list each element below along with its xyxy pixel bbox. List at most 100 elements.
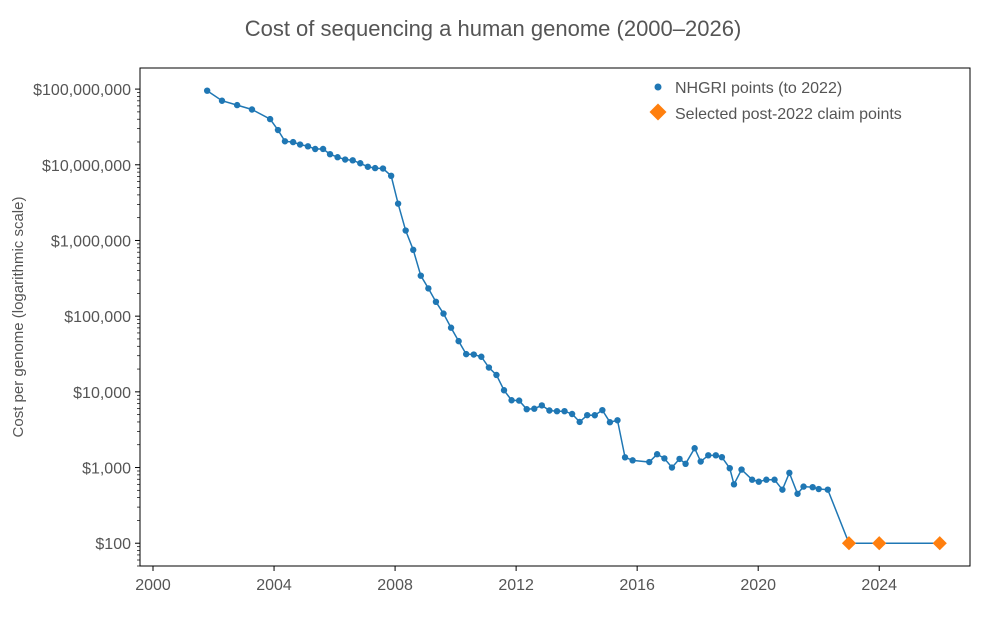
nhgri-data-point xyxy=(809,483,816,491)
nhgri-data-point xyxy=(410,246,417,254)
x-tick-label: 2016 xyxy=(619,577,655,594)
nhgri-data-point xyxy=(379,165,387,172)
nhgri-data-point xyxy=(697,458,704,465)
nhgri-data-point xyxy=(546,407,553,414)
nhgri-data-point xyxy=(218,97,226,104)
legend: NHGRI points (to 2022) Selected post-202… xyxy=(649,80,902,123)
y-tick-label: $100 xyxy=(95,536,131,553)
nhgri-data-point xyxy=(800,483,807,490)
x-tick-label: 2000 xyxy=(135,577,171,594)
nhgri-data-point xyxy=(523,405,530,413)
nhgri-data-point xyxy=(705,452,712,459)
nhgri-data-point xyxy=(606,419,614,426)
nhgri-data-point xyxy=(712,452,720,459)
nhgri-data-point xyxy=(718,453,726,461)
nhgri-data-point xyxy=(470,351,477,358)
nhgri-data-point xyxy=(629,457,636,464)
nhgri-data-point xyxy=(425,285,432,292)
plot-area xyxy=(203,87,947,551)
nhgri-data-point xyxy=(779,486,786,493)
nhgri-data-point xyxy=(682,460,689,468)
nhgri-data-point xyxy=(614,417,621,424)
nhgri-data-point xyxy=(553,407,561,415)
nhgri-data-point xyxy=(334,154,341,161)
y-tick-label: $10,000,000 xyxy=(42,158,131,175)
nhgri-data-point xyxy=(447,324,455,331)
nhgri-data-point xyxy=(402,227,409,234)
nhgri-data-point xyxy=(691,445,698,452)
nhgri-data-point xyxy=(661,455,668,462)
nhgri-data-point xyxy=(500,387,508,394)
nhgri-data-point xyxy=(485,364,493,371)
nhgri-data-point xyxy=(281,138,289,145)
nhgri-data-point xyxy=(394,200,402,207)
nhgri-data-point xyxy=(357,160,364,167)
y-tick-label: $100,000,000 xyxy=(33,82,131,99)
y-tick-label: $1,000 xyxy=(82,461,131,478)
nhgri-data-point xyxy=(748,476,756,483)
nhgri-data-point xyxy=(531,405,538,412)
nhgri-series-line xyxy=(206,90,940,544)
nhgri-data-point xyxy=(274,126,282,134)
nhgri-data-point xyxy=(515,397,523,404)
legend-label-claims: Selected post-2022 claim points xyxy=(675,106,902,123)
nhgri-data-point xyxy=(248,106,256,113)
nhgri-data-point xyxy=(493,371,500,379)
plot-frame xyxy=(139,67,971,567)
nhgri-data-point xyxy=(304,143,312,150)
claim-data-point xyxy=(932,536,947,551)
nhgri-data-point xyxy=(371,164,379,172)
nhgri-data-point xyxy=(349,157,356,164)
y-tick-label: $100,000 xyxy=(64,309,131,326)
legend-marker-nhgri xyxy=(654,83,662,91)
nhgri-data-point xyxy=(326,150,334,158)
nhgri-data-point xyxy=(417,272,425,279)
y-axis-label: Cost per genome (logarithmic scale) xyxy=(10,197,27,438)
nhgri-data-point xyxy=(296,141,304,148)
nhgri-data-point xyxy=(289,138,297,146)
nhgri-data-point xyxy=(668,464,676,471)
nhgri-data-point xyxy=(364,163,372,170)
nhgri-data-point xyxy=(455,337,462,345)
nhgri-data-point xyxy=(203,87,211,94)
nhgri-data-point xyxy=(233,101,241,109)
nhgri-data-point xyxy=(771,476,778,483)
legend-marker-claims xyxy=(649,103,667,121)
y-tick-label: $10,000 xyxy=(73,385,131,402)
nhgri-data-point xyxy=(561,407,568,415)
nhgri-data-point xyxy=(478,353,485,360)
nhgri-data-point xyxy=(726,464,733,472)
nhgri-data-point xyxy=(508,397,515,404)
chart-title: Cost of sequencing a human genome (2000–… xyxy=(245,16,742,41)
nhgri-data-point xyxy=(319,145,327,153)
nhgri-data-point xyxy=(591,412,598,419)
y-tick-label: $1,000,000 xyxy=(51,233,131,250)
nhgri-data-point xyxy=(568,410,576,418)
nhgri-data-point xyxy=(599,406,606,414)
nhgri-data-point xyxy=(341,156,349,163)
nhgri-data-point xyxy=(440,310,447,317)
nhgri-data-point xyxy=(786,469,793,477)
nhgri-data-point xyxy=(794,490,801,497)
nhgri-data-point xyxy=(432,298,440,306)
nhgri-data-point xyxy=(815,485,822,493)
claim-data-point xyxy=(841,536,857,551)
x-tick-label: 2004 xyxy=(256,577,292,594)
nhgri-data-point xyxy=(653,451,661,458)
nhgri-data-point xyxy=(621,454,629,461)
x-tick-label: 2008 xyxy=(377,577,413,594)
x-tick-label: 2012 xyxy=(498,577,534,594)
nhgri-data-point xyxy=(730,481,738,488)
nhgri-data-point xyxy=(824,486,831,493)
nhgri-data-point xyxy=(462,350,470,358)
nhgri-data-point xyxy=(387,172,395,180)
nhgri-data-point xyxy=(755,478,762,485)
x-tick-label: 2020 xyxy=(740,577,776,594)
nhgri-data-point xyxy=(576,418,583,426)
legend-label-nhgri: NHGRI points (to 2022) xyxy=(675,80,842,97)
claim-data-point xyxy=(872,536,887,551)
nhgri-data-point xyxy=(738,466,745,473)
x-tick-label: 2024 xyxy=(861,577,897,594)
nhgri-data-point xyxy=(646,458,653,466)
